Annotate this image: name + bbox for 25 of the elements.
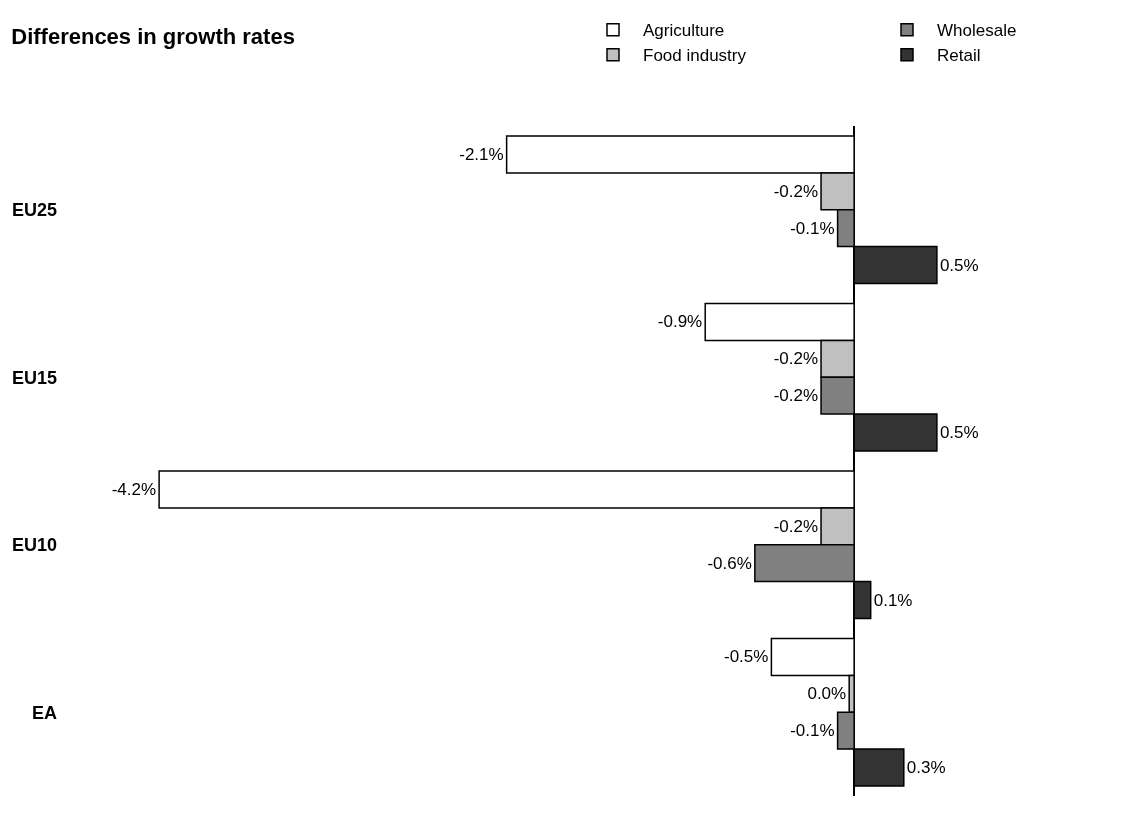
y-tick-label: EU10 (11, 535, 57, 556)
data-label: -0.6% (707, 553, 752, 573)
data-label: -2.1% (459, 144, 504, 164)
data-label: -0.1% (790, 721, 835, 741)
data-label: 0.3% (906, 758, 946, 778)
data-label: -0.2% (773, 181, 819, 201)
chart-title: Differences in growth rates (11, 23, 295, 49)
data-label: -0.1% (790, 218, 835, 238)
data-label: -0.2% (773, 386, 819, 406)
y-tick-label: EA (31, 702, 57, 723)
data-label: 0.5% (939, 423, 979, 443)
legend-label: Food industry (643, 46, 747, 66)
data-label: 0.0% (807, 684, 847, 704)
legend-label: Wholesale (937, 21, 1017, 41)
data-label: 0.1% (873, 590, 913, 610)
data-label: -0.2% (773, 516, 819, 536)
data-label: -4.2% (111, 479, 157, 499)
data-label: 0.5% (939, 255, 979, 275)
legend-label: Retail (937, 46, 981, 66)
data-label: -0.9% (657, 312, 703, 332)
y-tick-label: EU15 (11, 367, 57, 388)
data-label: -0.2% (773, 349, 819, 369)
legend-label: Agriculture (643, 21, 725, 41)
y-tick-label: EU25 (11, 200, 57, 221)
data-label: -0.5% (723, 647, 769, 667)
